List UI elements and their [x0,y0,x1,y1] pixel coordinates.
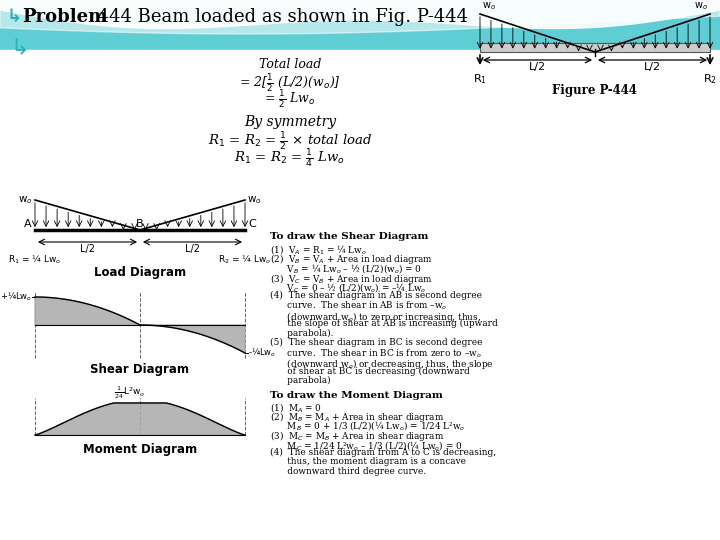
Text: ↳: ↳ [6,8,21,26]
Text: ↳: ↳ [10,38,29,58]
Text: w$_o$: w$_o$ [482,0,496,12]
Polygon shape [35,297,140,325]
Text: R$_2$: R$_2$ [703,72,717,86]
Text: parabola).: parabola). [270,328,333,338]
Text: R$_1$ = R$_2$ = $\frac{1}{4}$ Lw$_o$: R$_1$ = R$_2$ = $\frac{1}{4}$ Lw$_o$ [235,148,346,170]
Text: = $\frac{1}{2}$ Lw$_o$: = $\frac{1}{2}$ Lw$_o$ [264,88,316,110]
Text: (1)  V$_A$ = R$_1$ = ¼ Lw$_o$: (1) V$_A$ = R$_1$ = ¼ Lw$_o$ [270,243,367,256]
Text: -¼Lw$_o$: -¼Lw$_o$ [248,347,276,359]
Text: B: B [136,219,144,229]
Text: Figure P-444: Figure P-444 [552,84,637,97]
Text: R$_1$ = R$_2$ = $\frac{1}{2}$ $\times$ total load: R$_1$ = R$_2$ = $\frac{1}{2}$ $\times$ t… [208,131,372,153]
Text: the slope of shear at AB is increasing (upward: the slope of shear at AB is increasing (… [270,319,498,328]
Text: w$_o$: w$_o$ [247,194,261,206]
Polygon shape [140,325,245,353]
Text: Problem: Problem [22,8,107,26]
Text: R$_1$ = ¼ Lw$_o$: R$_1$ = ¼ Lw$_o$ [8,254,62,267]
Text: (3)  M$_C$ = M$_B$ + Area in shear diagram: (3) M$_C$ = M$_B$ + Area in shear diagra… [270,429,444,443]
Text: L/2: L/2 [644,62,661,72]
Text: +¼Lw$_o$: +¼Lw$_o$ [0,291,32,303]
Text: (5)  The shear diagram in BC is second degree: (5) The shear diagram in BC is second de… [270,338,482,347]
Text: (1)  M$_A$ = 0: (1) M$_A$ = 0 [270,401,322,414]
Text: L/2: L/2 [80,244,95,254]
Text: R$_1$: R$_1$ [473,72,487,86]
Text: C: C [248,219,256,229]
Text: R$_2$ = ¼ Lw$_o$: R$_2$ = ¼ Lw$_o$ [218,254,271,267]
Polygon shape [0,0,720,34]
Text: To draw the Moment Diagram: To draw the Moment Diagram [270,390,443,400]
Text: $\frac{1}{24}$L$^2$w$_o$: $\frac{1}{24}$L$^2$w$_o$ [114,384,145,401]
Text: Shear Diagram: Shear Diagram [91,363,189,376]
Text: (4)  The shear diagram in AB is second degree: (4) The shear diagram in AB is second de… [270,291,482,300]
Text: 444 Beam loaded as shown in Fig. P-444: 444 Beam loaded as shown in Fig. P-444 [92,8,468,26]
Text: parabola): parabola) [270,376,330,385]
Text: To draw the Shear Diagram: To draw the Shear Diagram [270,232,428,241]
Text: (downward w$_o$) or decreasing, thus, the slope: (downward w$_o$) or decreasing, thus, th… [270,357,494,371]
Text: (2)  V$_B$ = V$_A$ + Area in load diagram: (2) V$_B$ = V$_A$ + Area in load diagram [270,253,433,267]
Bar [0,0,720,50]
Text: thus, the moment diagram is a concave: thus, the moment diagram is a concave [270,457,466,467]
Text: M$_B$ = 0 + 1/3 (L/2)(¼ Lw$_o$) = 1/24 L²w$_o$: M$_B$ = 0 + 1/3 (L/2)(¼ Lw$_o$) = 1/24 L… [270,420,465,433]
Text: V$_B$ = ¼ Lw$_o$ – ½ (L/2)(w$_o$) = 0: V$_B$ = ¼ Lw$_o$ – ½ (L/2)(w$_o$) = 0 [270,262,422,275]
Text: A: A [24,219,32,229]
Text: (downward w$_o$) to zero or increasing, thus,: (downward w$_o$) to zero or increasing, … [270,309,481,323]
Polygon shape [35,403,245,435]
Text: By symmetry: By symmetry [244,115,336,129]
Text: w$_o$: w$_o$ [18,194,33,206]
Text: Total load: Total load [258,58,321,71]
Text: (4)  The shear diagram from A to C is decreasing,: (4) The shear diagram from A to C is dec… [270,448,496,457]
Text: Load Diagram: Load Diagram [94,266,186,279]
Polygon shape [0,0,720,29]
Text: (2)  M$_B$ = M$_A$ + Area in shear diagram: (2) M$_B$ = M$_A$ + Area in shear diagra… [270,410,444,424]
Text: = 2[$\frac{1}{2}$ (L/2)(w$_o$)]: = 2[$\frac{1}{2}$ (L/2)(w$_o$)] [239,72,341,94]
Text: curve.  The shear in AB is from –w$_o$: curve. The shear in AB is from –w$_o$ [270,300,447,313]
Text: of shear at BC is decreasing (downward: of shear at BC is decreasing (downward [270,367,469,376]
Text: w$_o$: w$_o$ [694,0,708,12]
Text: downward third degree curve.: downward third degree curve. [270,467,426,476]
Text: L/2: L/2 [529,62,546,72]
Text: L/2: L/2 [185,244,200,254]
Bar [480,43,710,52]
Text: M$_C$ = 1/24 L²w$_o$ – 1/3 (L/2)(¼ Lw$_o$) = 0: M$_C$ = 1/24 L²w$_o$ – 1/3 (L/2)(¼ Lw$_o… [270,438,462,451]
Text: Moment Diagram: Moment Diagram [83,443,197,456]
Text: V$_C$ = 0 – ½ (L/2)(w$_o$) = –¼ Lw$_o$: V$_C$ = 0 – ½ (L/2)(w$_o$) = –¼ Lw$_o$ [270,281,426,294]
Text: curve.  The shear in BC is from zero to –w$_o$: curve. The shear in BC is from zero to –… [270,348,482,360]
Text: (3)  V$_C$ = V$_B$ + Area in load diagram: (3) V$_C$ = V$_B$ + Area in load diagram [270,272,433,286]
